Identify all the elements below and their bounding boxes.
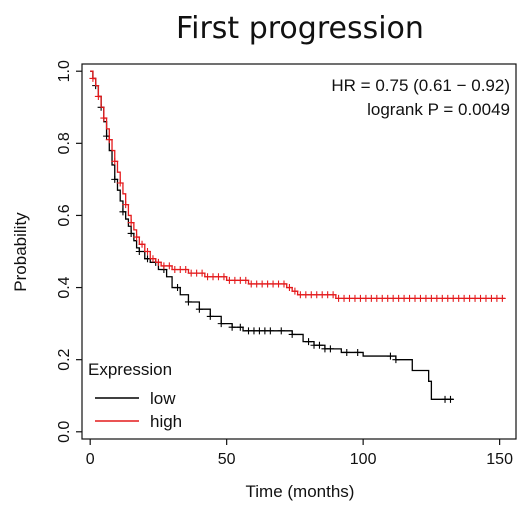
x-tick-label: 100 (350, 451, 377, 468)
plot-area (81, 63, 517, 440)
survival-curve-low (90, 70, 454, 400)
y-tick-label: 0.6 (56, 204, 73, 226)
censor-mark-low (266, 327, 274, 335)
censor-mark-high (329, 291, 337, 299)
censor-mark-high (198, 269, 206, 277)
x-tick-label: 0 (86, 451, 95, 468)
censor-mark-high (133, 233, 141, 241)
censor-mark-low (315, 341, 323, 349)
censor-mark-low (135, 248, 143, 255)
censor-mark-high (498, 294, 506, 302)
y-axis: 0.0 0.2 0.4 0.6 0.8 1.0 (56, 60, 82, 443)
x-tick-label: 50 (218, 451, 236, 468)
survival-curves (89, 70, 506, 403)
censor-mark-low (174, 284, 182, 292)
plot-frame (81, 63, 517, 440)
censor-mark-low (343, 348, 351, 356)
legend-title: Expression (88, 360, 172, 379)
chart-title: First progression (176, 11, 424, 46)
censor-mark-low (446, 395, 454, 403)
censor-mark-low (354, 348, 362, 356)
legend: Expression low high (88, 360, 182, 431)
censor-mark-high (94, 92, 102, 100)
censor-mark-high (89, 74, 97, 82)
censor-mark-low (277, 327, 285, 335)
y-tick-label: 0.8 (56, 132, 73, 154)
censor-mark-high (242, 276, 250, 284)
censor-mark-high (220, 273, 228, 281)
censor-mark-high (105, 136, 113, 144)
censor-mark-low (326, 345, 334, 353)
censor-mark-low (288, 330, 296, 338)
censor-mark-high (144, 248, 152, 255)
censor-mark-high (285, 284, 293, 292)
y-tick-label: 1.0 (56, 60, 73, 82)
legend-label-low: low (150, 389, 176, 408)
hazard-ratio-annotation: HR = 0.75 (0.61 − 0.92) (331, 76, 510, 95)
censor-mark-low (392, 356, 400, 364)
censor-mark-high (182, 266, 190, 274)
censor-mark-low (228, 323, 236, 331)
censor-mark-high (138, 240, 146, 248)
censor-mark-high (127, 219, 135, 227)
x-axis-label: Time (months) (246, 482, 355, 501)
censor-mark-low (195, 305, 203, 313)
censor-mark-low (119, 208, 127, 216)
censor-mark-high (291, 287, 299, 295)
censor-mark-high (280, 280, 288, 288)
y-tick-label: 0.2 (56, 348, 73, 370)
x-tick-label: 150 (486, 451, 513, 468)
censor-mark-low (217, 320, 225, 328)
censor-mark-high (154, 258, 162, 266)
x-axis: 0 50 100 150 (86, 439, 513, 468)
censor-mark-high (100, 114, 108, 122)
censor-mark-high (116, 179, 124, 187)
y-tick-label: 0.4 (56, 276, 73, 298)
y-axis-label: Probability (11, 212, 30, 292)
logrank-p-annotation: logrank P = 0.0049 (367, 100, 510, 119)
censor-mark-low (206, 312, 214, 320)
y-tick-label: 0.0 (56, 421, 73, 443)
censor-mark-high (165, 262, 173, 270)
censor-mark-high (111, 157, 119, 165)
censor-mark-low (184, 298, 192, 306)
legend-label-high: high (150, 412, 182, 431)
censor-mark-low (111, 175, 119, 183)
censor-mark-low (386, 352, 394, 360)
censor-mark-low (127, 229, 135, 237)
censor-mark-low (305, 338, 313, 346)
censor-mark-high (149, 255, 157, 263)
censor-mark-low (236, 323, 244, 331)
censor-mark-high (122, 201, 130, 209)
